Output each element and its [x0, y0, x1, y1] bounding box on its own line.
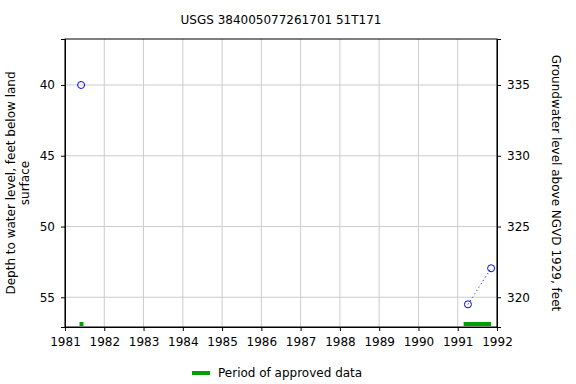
- grid-line-x: [339, 39, 340, 327]
- y-axis-title: Depth to water level, feet below landsur…: [4, 71, 32, 294]
- title: USGS 384005077261701 51T171: [181, 13, 382, 27]
- approved-period: [464, 322, 491, 326]
- tick-label: 1988: [325, 335, 356, 349]
- grid-line-y: [65, 155, 497, 156]
- grid: [65, 39, 497, 327]
- tick-mark: [222, 327, 223, 331]
- tick-mark: [183, 327, 184, 331]
- tick: 330: [497, 149, 530, 163]
- tick-label: 1985: [207, 335, 238, 349]
- tick-label: 1992: [482, 335, 513, 349]
- data-point: [464, 301, 471, 308]
- grid-line-x: [379, 39, 380, 327]
- tick-mark: [418, 327, 419, 331]
- tick-label: 335: [507, 78, 530, 92]
- plot-area: [78, 81, 495, 326]
- grid-line-x: [104, 39, 105, 327]
- legend: Period of approved data: [192, 366, 362, 380]
- tick: 1986: [247, 327, 278, 349]
- series-line: [468, 268, 491, 304]
- grid-line-x: [261, 39, 262, 327]
- tick-label: 50: [40, 220, 55, 234]
- tick: 45: [40, 149, 65, 163]
- tick: 1987: [286, 327, 317, 349]
- tick-mark: [340, 327, 341, 331]
- tick-mark: [497, 227, 501, 228]
- grid-line-x: [222, 39, 223, 327]
- tick-mark: [144, 327, 145, 331]
- tick-mark: [261, 327, 262, 331]
- grid-line-x: [457, 39, 458, 327]
- tick: 325: [497, 220, 530, 234]
- tick: 1984: [168, 327, 199, 349]
- legend-label: Period of approved data: [218, 366, 362, 380]
- tick-mark: [61, 227, 65, 228]
- x-axis-line: [66, 328, 498, 332]
- tick: 1985: [207, 327, 238, 349]
- tick-mark: [497, 156, 501, 157]
- tick: 1981: [50, 327, 81, 349]
- tick-label: 1983: [129, 335, 160, 349]
- tick-mark: [61, 156, 65, 157]
- tick: 335: [497, 78, 530, 92]
- y2-axis-title: Groundwater level above NGVD 1929, feet: [549, 55, 563, 312]
- grid-line-y: [65, 84, 497, 85]
- tick-label: 1990: [404, 335, 435, 349]
- approved-period: [80, 322, 84, 326]
- tick-label: 1981: [50, 335, 81, 349]
- tick-label: 1991: [443, 335, 474, 349]
- tick: 50: [40, 220, 65, 234]
- tick-label: 1986: [247, 335, 278, 349]
- tick-mark: [61, 297, 65, 298]
- tick-label: 40: [40, 78, 55, 92]
- x-axis: 1981 1982 1983 1984 1985 1986 1987 1988 1989 1990…: [50, 327, 513, 349]
- y2-axis-line: [498, 40, 502, 328]
- tick-label: 1984: [168, 335, 199, 349]
- tick: 1982: [89, 327, 120, 349]
- y2-axis: 320 325 330 335: [497, 40, 530, 328]
- tick-label: 45: [40, 149, 55, 163]
- tick-label: 1987: [286, 335, 317, 349]
- tick-mark: [497, 297, 501, 298]
- tick: 320: [497, 291, 530, 305]
- tick: 1989: [364, 327, 395, 349]
- tick-label: 320: [507, 291, 530, 305]
- tick: 1990: [404, 327, 435, 349]
- plot-frame: [65, 39, 497, 327]
- tick-label: 1989: [364, 335, 395, 349]
- tick: 55: [40, 291, 65, 305]
- tick: 1991: [443, 327, 474, 349]
- grid-line-x: [182, 39, 183, 327]
- data-point: [488, 265, 495, 272]
- tick-label: 1982: [89, 335, 120, 349]
- grid-line-x: [418, 39, 419, 327]
- y-axis: 40 45 50 55: [40, 40, 66, 328]
- tick: 40: [40, 78, 65, 92]
- tick: 1992: [482, 327, 513, 349]
- tick-mark: [301, 327, 302, 331]
- tick-mark: [61, 85, 65, 86]
- tick: 1988: [325, 327, 356, 349]
- tick-label: 330: [507, 149, 530, 163]
- tick-label: 325: [507, 220, 530, 234]
- tick-mark: [379, 327, 380, 331]
- grid-line-x: [300, 39, 301, 327]
- grid-line-y: [65, 297, 497, 298]
- chart: 1981 1982 1983 1984 1985 1986 1987 1988 1989 1990…: [0, 0, 576, 384]
- tick: 1983: [129, 327, 160, 349]
- tick-label: 55: [40, 291, 55, 305]
- legend-swatch: [192, 371, 210, 375]
- data-point: [78, 81, 85, 88]
- grid-line-x: [143, 39, 144, 327]
- tick-mark: [458, 327, 459, 331]
- tick-mark: [104, 327, 105, 331]
- tick-mark: [497, 85, 501, 86]
- grid-line-y: [65, 226, 497, 227]
